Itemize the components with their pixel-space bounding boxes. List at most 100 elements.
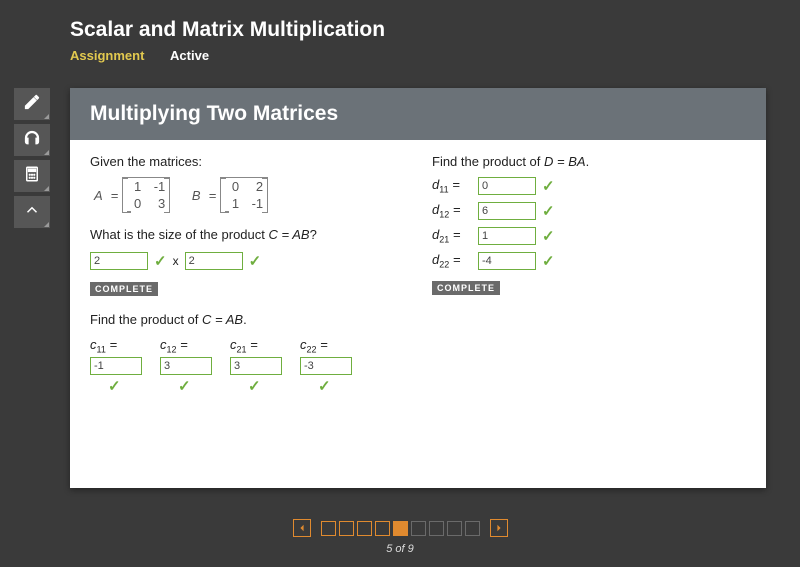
pager-prev-button[interactable] bbox=[293, 519, 311, 537]
matrix-cell: -1 bbox=[249, 196, 263, 211]
matrix-a: A = 1 -1 0 3 bbox=[90, 177, 170, 213]
matrix-a-label: A bbox=[94, 188, 103, 203]
left-column: Given the matrices: A = 1 -1 0 3 bbox=[90, 154, 418, 395]
pager-box-1[interactable] bbox=[321, 521, 336, 536]
chevron-right-icon bbox=[495, 519, 503, 537]
pager: 5 of 9 bbox=[0, 519, 800, 555]
check-icon: ✓ bbox=[248, 377, 261, 395]
matrix-b-bracket: 0 2 1 -1 bbox=[220, 177, 268, 213]
assignment-label: Assignment bbox=[70, 48, 144, 63]
headphones-icon bbox=[23, 129, 41, 152]
pager-box-3[interactable] bbox=[357, 521, 372, 536]
page-subheader: Assignment Active bbox=[70, 48, 800, 63]
matrix-cell: 1 bbox=[225, 196, 239, 211]
check-icon: ✓ bbox=[178, 377, 191, 395]
d22-label: d22 = bbox=[432, 252, 472, 270]
d22-input[interactable] bbox=[478, 252, 536, 270]
check-icon: ✓ bbox=[108, 377, 121, 395]
pager-text: 5 of 9 bbox=[0, 543, 800, 555]
pager-row bbox=[293, 519, 508, 537]
d21-input[interactable] bbox=[478, 227, 536, 245]
complete-badge: COMPLETE bbox=[90, 282, 158, 296]
matrix-cell: 0 bbox=[225, 179, 239, 194]
given-prompt: Given the matrices: bbox=[90, 154, 404, 169]
check-icon: ✓ bbox=[154, 252, 167, 270]
c22-label: c22 = bbox=[300, 337, 328, 355]
d11-row: d11 = ✓ bbox=[432, 177, 746, 195]
pager-box-6[interactable] bbox=[411, 521, 426, 536]
check-icon: ✓ bbox=[542, 252, 555, 270]
matrix-cell: -1 bbox=[151, 179, 165, 194]
c11-item: c11 = ✓ bbox=[90, 337, 142, 395]
find-c-pre: Find the product of bbox=[90, 312, 202, 327]
d12-label: d12 = bbox=[432, 202, 472, 220]
page-header: Scalar and Matrix Multiplication Assignm… bbox=[0, 0, 800, 73]
check-icon: ✓ bbox=[542, 202, 555, 220]
size-cols-input[interactable] bbox=[185, 252, 243, 270]
complete-badge: COMPLETE bbox=[432, 281, 500, 295]
right-column: Find the product of D = BA. d11 = ✓ d12 … bbox=[418, 154, 746, 395]
pager-box-8[interactable] bbox=[447, 521, 462, 536]
c21-input[interactable] bbox=[230, 357, 282, 375]
card-body: Given the matrices: A = 1 -1 0 3 bbox=[70, 140, 766, 405]
matrix-cell: 1 bbox=[127, 179, 141, 194]
pager-box-5[interactable] bbox=[393, 521, 408, 536]
find-c-question: Find the product of C = AB. bbox=[90, 312, 404, 327]
calculator-icon bbox=[23, 165, 41, 188]
audio-tool-button[interactable] bbox=[14, 124, 50, 156]
matrix-b-label: B bbox=[192, 188, 201, 203]
matrix-a-bracket: 1 -1 0 3 bbox=[122, 177, 170, 213]
equals-sign: = bbox=[111, 188, 119, 203]
matrix-cell: 3 bbox=[151, 196, 165, 211]
d12-row: d12 = ✓ bbox=[432, 202, 746, 220]
c22-item: c22 = ✓ bbox=[300, 337, 352, 395]
pager-box-2[interactable] bbox=[339, 521, 354, 536]
find-d-post: . bbox=[586, 154, 590, 169]
d21-row: d21 = ✓ bbox=[432, 227, 746, 245]
calculator-tool-button[interactable] bbox=[14, 160, 50, 192]
c11-label: c11 = bbox=[90, 337, 117, 355]
matrix-b: B = 0 2 1 -1 bbox=[188, 177, 268, 213]
matrix-cell: 0 bbox=[127, 196, 141, 211]
c-answers-row: c11 = ✓ c12 = ✓ c21 = ✓ c22 = ✓ bbox=[90, 337, 404, 395]
find-c-expr: C = AB bbox=[202, 312, 243, 327]
pager-boxes bbox=[321, 521, 480, 536]
find-c-post: . bbox=[243, 312, 247, 327]
check-icon: ✓ bbox=[249, 252, 262, 270]
active-label: Active bbox=[170, 48, 209, 63]
c12-input[interactable] bbox=[160, 357, 212, 375]
chevron-up-icon bbox=[23, 201, 41, 224]
find-d-question: Find the product of D = BA. bbox=[432, 154, 746, 169]
check-icon: ✓ bbox=[542, 177, 555, 195]
collapse-tool-button[interactable] bbox=[14, 196, 50, 228]
find-d-expr: D = BA bbox=[544, 154, 586, 169]
c11-input[interactable] bbox=[90, 357, 142, 375]
d11-label: d11 = bbox=[432, 177, 472, 195]
pager-box-9[interactable] bbox=[465, 521, 480, 536]
c22-input[interactable] bbox=[300, 357, 352, 375]
size-question-expr: C = AB bbox=[268, 227, 309, 242]
size-rows-input[interactable] bbox=[90, 252, 148, 270]
check-icon: ✓ bbox=[542, 227, 555, 245]
d12-input[interactable] bbox=[478, 202, 536, 220]
pager-box-7[interactable] bbox=[429, 521, 444, 536]
find-d-pre: Find the product of bbox=[432, 154, 544, 169]
c12-label: c12 = bbox=[160, 337, 188, 355]
left-toolbar bbox=[14, 88, 50, 232]
d22-row: d22 = ✓ bbox=[432, 252, 746, 270]
size-question-pre: What is the size of the product bbox=[90, 227, 268, 242]
check-icon: ✓ bbox=[318, 377, 331, 395]
matrices-display: A = 1 -1 0 3 B = bbox=[90, 177, 404, 213]
equals-sign: = bbox=[209, 188, 217, 203]
pencil-icon bbox=[23, 93, 41, 116]
chevron-left-icon bbox=[298, 519, 306, 537]
size-question-post: ? bbox=[310, 227, 317, 242]
pager-box-4[interactable] bbox=[375, 521, 390, 536]
c12-item: c12 = ✓ bbox=[160, 337, 212, 395]
card-title: Multiplying Two Matrices bbox=[70, 88, 766, 140]
size-question: What is the size of the product C = AB? bbox=[90, 227, 404, 242]
pencil-tool-button[interactable] bbox=[14, 88, 50, 120]
d11-input[interactable] bbox=[478, 177, 536, 195]
c21-label: c21 = bbox=[230, 337, 258, 355]
pager-next-button[interactable] bbox=[490, 519, 508, 537]
